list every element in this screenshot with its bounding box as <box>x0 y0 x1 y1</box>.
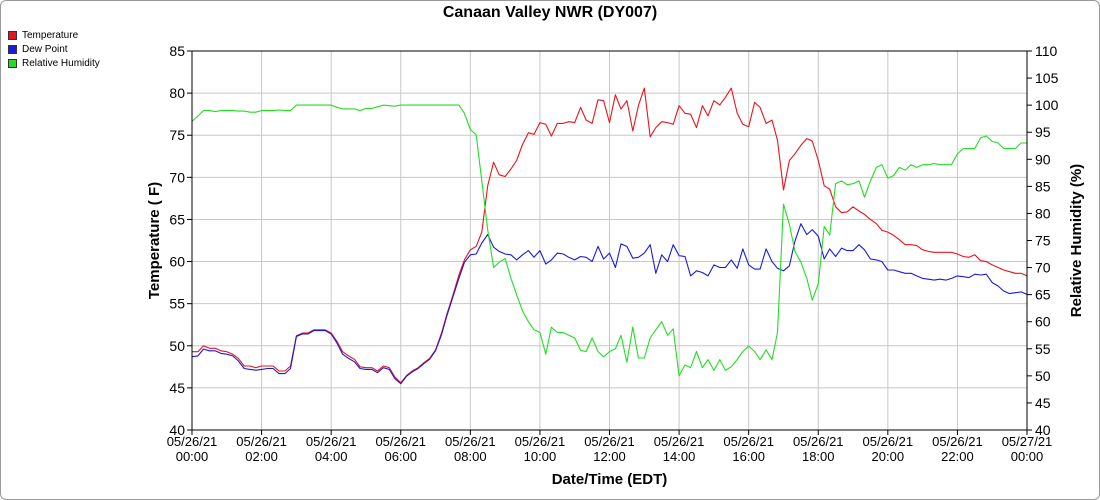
y-tick-label: 55 <box>169 296 185 312</box>
y2-tick-label: 70 <box>1035 260 1051 276</box>
x-tick-date-label: 05/26/21 <box>793 434 844 449</box>
legend-item-dew-point: Dew Point <box>8 42 100 56</box>
x-tick-time-label: 18:00 <box>802 449 835 464</box>
x-tick-date-label: 05/26/21 <box>306 434 357 449</box>
y2-tick-label: 60 <box>1035 314 1051 330</box>
y-tick-label: 80 <box>169 85 185 101</box>
legend-label-dew-point: Dew Point <box>22 43 68 55</box>
x-tick-date-label: 05/26/21 <box>515 434 566 449</box>
x-tick-time-label: 00:00 <box>1011 449 1044 464</box>
x-tick-date-label: 05/26/21 <box>654 434 705 449</box>
y-tick-label: 65 <box>169 211 185 227</box>
legend: Temperature Dew Point Relative Humidity <box>8 28 100 70</box>
y-axis-label: Temperature ( F) <box>146 182 163 299</box>
axes: 40 45 50 55 60 65 70 75 80 85 40 45 50 55 60 65 70 75 80 85… <box>167 43 1059 464</box>
x-tick-time-label: 04:00 <box>315 449 348 464</box>
x-tick-time-label: 10:00 <box>524 449 557 464</box>
y-tick-label: 70 <box>169 169 185 185</box>
x-tick-time-label: 20:00 <box>872 449 905 464</box>
x-tick-date-label: 05/26/21 <box>236 434 287 449</box>
x-tick-date-label: 05/27/21 <box>1002 434 1053 449</box>
x-tick-time-label: 06:00 <box>384 449 417 464</box>
x-tick-time-label: 16:00 <box>732 449 765 464</box>
x-tick-time-label: 00:00 <box>176 449 209 464</box>
series-line-relative-humidity <box>191 104 1027 377</box>
x-tick-date-label: 05/26/21 <box>445 434 496 449</box>
y2-tick-label: 65 <box>1035 287 1051 303</box>
y-tick-label: 60 <box>169 254 185 270</box>
y-tick-label: 75 <box>169 127 185 143</box>
legend-label-relative-humidity: Relative Humidity <box>22 57 100 69</box>
y-tick-label: 40 <box>169 422 185 438</box>
x-tick-date-label: 05/26/21 <box>584 434 635 449</box>
x-tick-time-label: 02:00 <box>245 449 278 464</box>
y2-axis-label: Relative Humidity (%) <box>1068 164 1085 317</box>
x-tick-time-label: 14:00 <box>663 449 696 464</box>
y2-tick-label: 105 <box>1035 70 1059 86</box>
y2-tick-label: 45 <box>1035 395 1051 411</box>
y2-tick-label: 75 <box>1035 233 1051 249</box>
y-tick-label: 50 <box>169 338 185 354</box>
x-axis-label: Date/Time (EDT) <box>552 471 668 488</box>
legend-label-temperature: Temperature <box>22 29 79 41</box>
y2-tick-label: 55 <box>1035 341 1051 357</box>
x-tick-time-label: 22:00 <box>941 449 974 464</box>
legend-swatch-dew-point <box>8 44 17 54</box>
legend-swatch-temperature <box>8 30 17 40</box>
series-layer <box>191 87 1028 385</box>
series-line-dew-point <box>191 223 1028 385</box>
chart-title: Canaan Valley NWR (DY007) <box>442 4 658 21</box>
x-tick-date-label: 05/26/21 <box>167 434 218 449</box>
series-line-temperature <box>192 87 1028 384</box>
x-tick-date-label: 05/26/21 <box>375 434 426 449</box>
x-tick-date-label: 05/26/21 <box>723 434 774 449</box>
x-tick-date-label: 05/26/21 <box>932 434 983 449</box>
y2-tick-label: 80 <box>1035 205 1051 221</box>
x-tick-time-label: 08:00 <box>454 449 487 464</box>
y-tick-label: 85 <box>169 43 185 59</box>
y2-tick-label: 95 <box>1035 124 1051 140</box>
y2-tick-label: 40 <box>1035 422 1051 438</box>
y2-tick-label: 85 <box>1035 178 1051 194</box>
grid <box>191 50 1028 431</box>
legend-item-temperature: Temperature <box>8 28 100 42</box>
x-tick-time-label: 12:00 <box>593 449 626 464</box>
x-tick-date-label: 05/26/21 <box>863 434 914 449</box>
y-tick-label: 45 <box>169 380 185 396</box>
legend-item-relative-humidity: Relative Humidity <box>8 56 100 70</box>
y2-tick-label: 90 <box>1035 151 1051 167</box>
y2-tick-label: 50 <box>1035 368 1051 384</box>
y2-tick-label: 100 <box>1035 97 1059 113</box>
legend-swatch-relative-humidity <box>8 58 17 68</box>
y2-tick-label: 110 <box>1035 43 1058 59</box>
